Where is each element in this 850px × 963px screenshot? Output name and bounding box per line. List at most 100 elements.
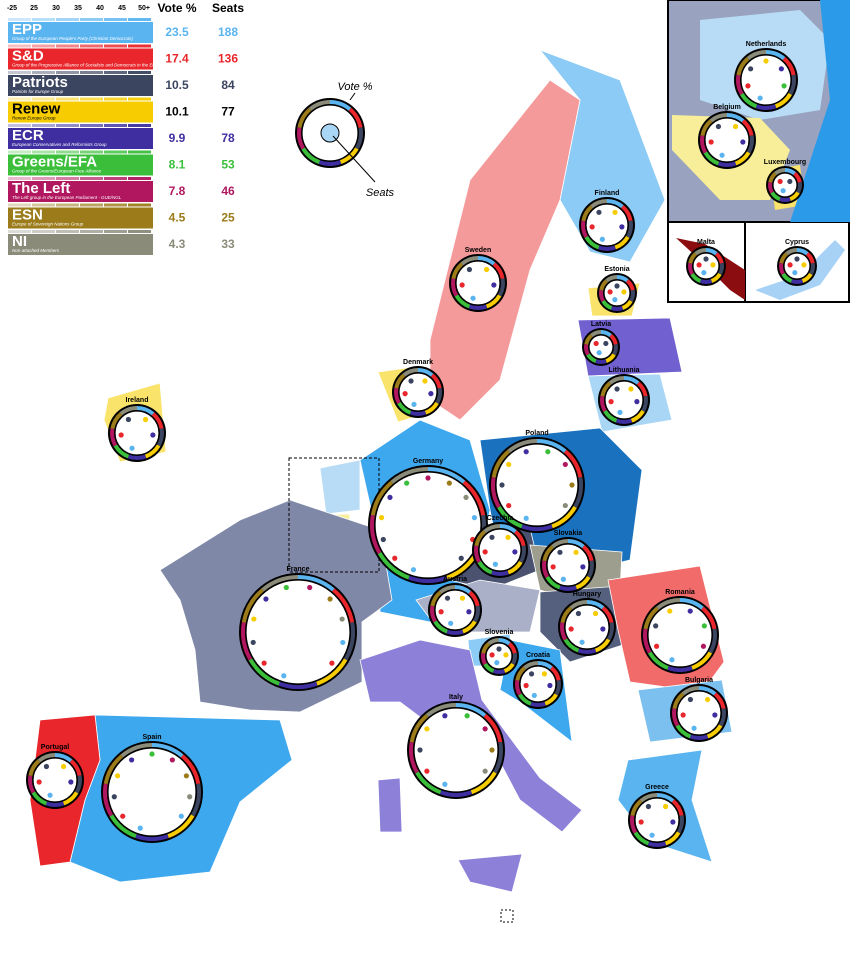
- seat-dot: [596, 350, 602, 356]
- seat-dot: [340, 639, 346, 646]
- country-label: Belgium: [713, 104, 741, 111]
- party-full-name: Europe of Sovereign Nations Group: [12, 222, 84, 227]
- scale-label: 40: [96, 5, 104, 12]
- ring-segment: [110, 428, 118, 447]
- party-box: [8, 181, 153, 202]
- chart-inner: [413, 707, 499, 793]
- seat-dot: [560, 576, 566, 582]
- chart-inner: [455, 260, 501, 306]
- chart-inner: [374, 471, 482, 579]
- party-name: Patriots: [12, 74, 68, 91]
- seat-dot: [261, 660, 267, 666]
- country-label: Slovenia: [485, 629, 514, 636]
- seat-dot: [68, 779, 74, 785]
- ring-segment: [600, 381, 612, 397]
- ring-segment: [741, 119, 754, 137]
- ring-segment: [633, 831, 650, 846]
- seat-dot: [634, 399, 640, 405]
- country-label: Croatia: [526, 652, 550, 659]
- country-label: Germany: [413, 458, 443, 465]
- seat-dot: [573, 549, 579, 555]
- ring-segment: [394, 387, 401, 404]
- seat-dot: [545, 449, 551, 455]
- vote: 7.8: [169, 184, 186, 198]
- seat-dot: [482, 549, 488, 555]
- ring-segment: [54, 753, 73, 763]
- country-label: Cyprus: [785, 239, 809, 246]
- chart-inner: [783, 252, 811, 280]
- scale-label: -25: [7, 5, 17, 12]
- seat-dot: [653, 623, 659, 629]
- scale-swatch: [104, 230, 127, 233]
- ring-segment: [329, 100, 352, 111]
- ring-segment: [700, 135, 708, 154]
- seat-dot: [541, 671, 548, 677]
- seat-dot: [680, 712, 686, 718]
- scale-swatch: [8, 18, 31, 21]
- scale-swatch: [128, 203, 151, 207]
- seat-dot: [329, 660, 335, 666]
- country-label: Bulgaria: [685, 677, 713, 684]
- ring-segment: [518, 693, 532, 706]
- seat-dot: [142, 416, 149, 423]
- ring-segment: [709, 113, 728, 123]
- scale-swatch: [32, 18, 55, 21]
- ring-segment: [507, 642, 517, 654]
- country: [429, 79, 581, 421]
- ring-segment: [718, 262, 724, 275]
- country-label: Hungary: [573, 591, 602, 598]
- scale-swatch: [32, 44, 55, 48]
- ring-segment: [408, 575, 448, 583]
- ring-segment: [241, 588, 264, 623]
- seat-dot: [696, 262, 702, 268]
- scale-swatch: [104, 124, 127, 127]
- key: Vote % Seats: [295, 81, 395, 199]
- vote: 9.9: [169, 131, 186, 145]
- seat-dot: [523, 515, 529, 521]
- ring-segment: [559, 585, 577, 591]
- ring-segment: [180, 754, 201, 785]
- country-label: Malta: [697, 239, 715, 246]
- ring-segment: [770, 191, 781, 201]
- seat-dot: [740, 139, 746, 145]
- ring-segment: [700, 119, 713, 137]
- ring-segment: [424, 401, 439, 415]
- ring-segment: [621, 205, 633, 222]
- ring-segment: [523, 661, 539, 670]
- ring-segment: [581, 205, 593, 222]
- country-label: Slovakia: [554, 530, 583, 537]
- seat-dot: [120, 813, 126, 819]
- ring-segment: [675, 724, 692, 739]
- ring-segment: [308, 100, 331, 111]
- seat-dot: [612, 297, 618, 303]
- ring-segment: [590, 199, 608, 209]
- country-label: Greece: [645, 784, 669, 791]
- ring-segment: [582, 545, 594, 562]
- seat-dot: [745, 83, 751, 89]
- seat-dot: [704, 696, 711, 703]
- seat-dot: [614, 386, 620, 392]
- scale-swatch: [128, 44, 151, 48]
- ring-segment: [710, 272, 722, 283]
- seat-dot: [466, 609, 472, 615]
- ring-segment: [497, 505, 523, 529]
- ring-segment: [261, 575, 299, 592]
- seat-dot: [638, 819, 644, 825]
- ring-segment: [774, 168, 786, 176]
- ring-segment: [409, 713, 429, 743]
- seat-dot: [778, 66, 784, 72]
- seat-dot: [787, 178, 793, 185]
- ring-segment: [563, 449, 583, 478]
- seat-dot: [489, 747, 495, 753]
- ring-segment: [435, 387, 442, 404]
- ring-segment: [560, 606, 573, 624]
- ring-segment: [498, 638, 511, 646]
- scale-swatch: [128, 150, 151, 154]
- ring-segment: [120, 743, 153, 758]
- seat-dot: [129, 445, 135, 451]
- scale-swatch: [104, 71, 127, 74]
- ring-segment: [768, 171, 777, 183]
- party-full-name: European Conservatives and Reformists Gr…: [12, 142, 107, 147]
- ring-segment: [630, 409, 645, 423]
- ring-segment: [28, 759, 41, 777]
